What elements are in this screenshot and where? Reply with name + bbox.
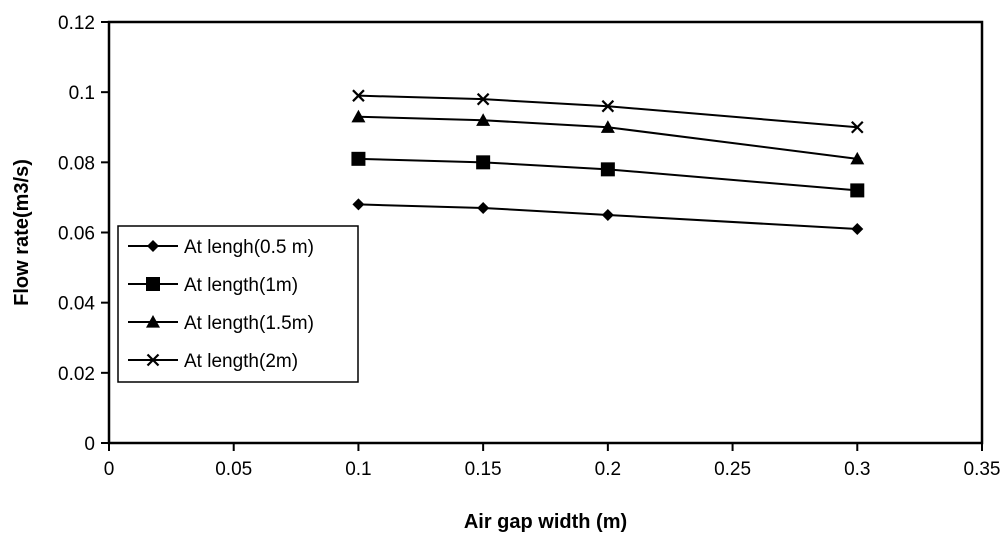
diamond-marker xyxy=(851,222,864,235)
x-marker-stroke xyxy=(352,89,365,102)
diamond-marker xyxy=(147,240,159,252)
x-axis-title: Air gap width (m) xyxy=(464,511,627,533)
y-tick-label: 0 xyxy=(84,434,95,455)
y-tick-label: 0.08 xyxy=(58,153,95,174)
series-1 xyxy=(352,198,864,235)
x-marker xyxy=(851,120,864,134)
x-tick-label: 0 xyxy=(104,459,115,480)
x-tick-label: 0.3 xyxy=(844,459,870,480)
legend-item: At length(2m) xyxy=(128,351,298,372)
legend-label: At lengh(0.5 m) xyxy=(184,237,314,258)
triangle-marker xyxy=(850,151,865,165)
x-marker xyxy=(146,353,160,367)
y-tick-label: 0.06 xyxy=(58,224,95,245)
triangle-marker xyxy=(351,109,366,123)
square-marker xyxy=(146,277,160,291)
series-2 xyxy=(351,151,865,198)
x-tick-label: 0.05 xyxy=(215,459,252,480)
square-marker xyxy=(850,183,865,198)
y-axis-title: Flow rate(m3/s) xyxy=(11,159,33,306)
legend-item: At lengh(0.5 m) xyxy=(128,237,314,258)
square-marker xyxy=(476,155,491,170)
x-marker xyxy=(476,92,490,106)
series-line xyxy=(358,115,858,160)
y-tick-label: 0.04 xyxy=(58,294,95,315)
legend-item: At length(1.5m) xyxy=(128,313,314,334)
series-layer xyxy=(351,89,865,235)
y-axis: 0 0.02 0.04 0.06 0.08 0.1 0.12 xyxy=(58,13,109,455)
series-3 xyxy=(351,109,865,165)
x-tick-label: 0.35 xyxy=(964,459,1001,480)
triangle-marker xyxy=(146,315,160,328)
x-tick-label: 0.25 xyxy=(714,459,751,480)
diamond-marker xyxy=(352,198,365,211)
x-marker-stroke xyxy=(601,99,615,113)
series-4 xyxy=(352,89,864,134)
x-marker xyxy=(601,99,615,113)
series-line xyxy=(358,157,858,192)
y-tick-label: 0.12 xyxy=(58,13,95,34)
x-axis: 0 0.05 0.1 0.15 0.2 0.25 0.3 0.35 xyxy=(104,443,1001,480)
x-tick-label: 0.2 xyxy=(595,459,621,480)
square-marker xyxy=(351,151,366,166)
legend-item: At length(1m) xyxy=(128,275,298,296)
x-marker xyxy=(352,89,365,102)
legend: At lengh(0.5 m) At length(1m) At length(1.… xyxy=(117,225,359,383)
y-tick-label: 0.1 xyxy=(69,83,95,104)
diamond-marker xyxy=(477,201,490,214)
series-line xyxy=(358,203,858,230)
legend-label: At length(1.5m) xyxy=(184,313,314,334)
y-tick-label: 0.02 xyxy=(58,364,95,385)
series-line xyxy=(358,94,858,129)
x-marker-stroke xyxy=(146,353,160,367)
legend-label: At length(1m) xyxy=(184,275,298,296)
triangle-marker xyxy=(476,113,491,126)
x-marker-stroke xyxy=(476,92,490,106)
x-tick-label: 0.15 xyxy=(465,459,502,480)
square-marker xyxy=(600,162,615,177)
x-marker-stroke xyxy=(851,120,864,134)
x-tick-label: 0.1 xyxy=(345,459,371,480)
legend-label: At length(2m) xyxy=(184,351,298,372)
diamond-marker xyxy=(601,208,614,221)
triangle-marker xyxy=(600,120,615,133)
